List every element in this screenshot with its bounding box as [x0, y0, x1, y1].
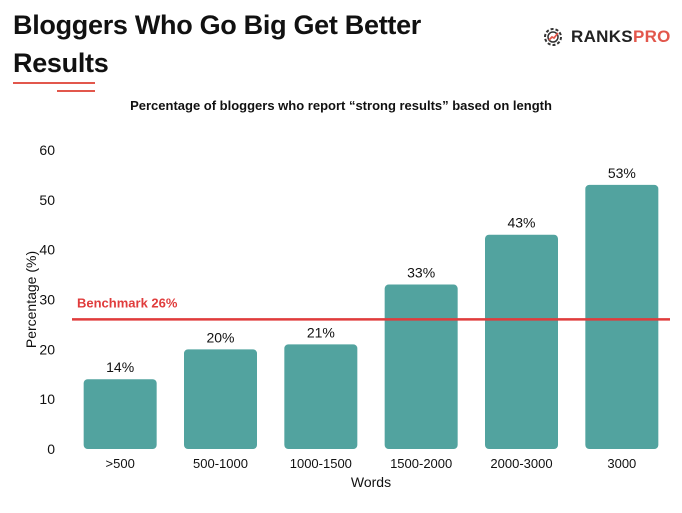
x-tick-label: 3000	[607, 456, 636, 471]
y-tick-label: 30	[39, 292, 55, 308]
y-tick-label: 0	[47, 441, 55, 457]
x-tick-label: 500-1000	[193, 456, 248, 471]
bar	[184, 349, 257, 449]
bar	[384, 284, 458, 449]
data-label: 53%	[608, 165, 636, 181]
gear-chart-icon	[541, 25, 565, 49]
bar	[284, 344, 358, 449]
data-label: 43%	[507, 215, 535, 231]
title-accent-line-bottom	[57, 90, 95, 92]
data-label: 33%	[407, 265, 435, 281]
page-title: Bloggers Who Go Big Get Better Results	[13, 10, 422, 78]
x-tick-label: 1000-1500	[290, 456, 352, 471]
chart-title: Percentage of bloggers who report “stron…	[130, 98, 552, 113]
y-tick-label: 10	[39, 391, 55, 407]
x-axis-label: Words	[351, 474, 391, 490]
y-tick-label: 50	[39, 192, 55, 208]
y-tick-label: 20	[39, 341, 55, 357]
brand-name: RANKSPRO	[571, 27, 671, 47]
benchmark-label: Benchmark 26%	[77, 295, 178, 310]
brand-name-main: RANKS	[571, 27, 633, 46]
data-label: 21%	[307, 324, 335, 340]
y-axis-label: Percentage (%)	[23, 251, 39, 348]
x-tick-label: >500	[106, 456, 135, 471]
x-tick-label: 2000-3000	[490, 456, 552, 471]
y-tick-label: 40	[39, 242, 55, 258]
x-tick-label: 1500-2000	[390, 456, 452, 471]
y-tick-label: 60	[39, 142, 55, 158]
title-accent-line-top	[13, 82, 95, 84]
brand-name-accent: PRO	[632, 27, 671, 46]
brand-logo: RANKSPRO	[541, 25, 671, 49]
bar	[485, 234, 558, 449]
data-label: 20%	[206, 329, 234, 345]
bar	[585, 184, 659, 449]
data-label: 14%	[106, 359, 134, 375]
bar	[83, 379, 157, 449]
